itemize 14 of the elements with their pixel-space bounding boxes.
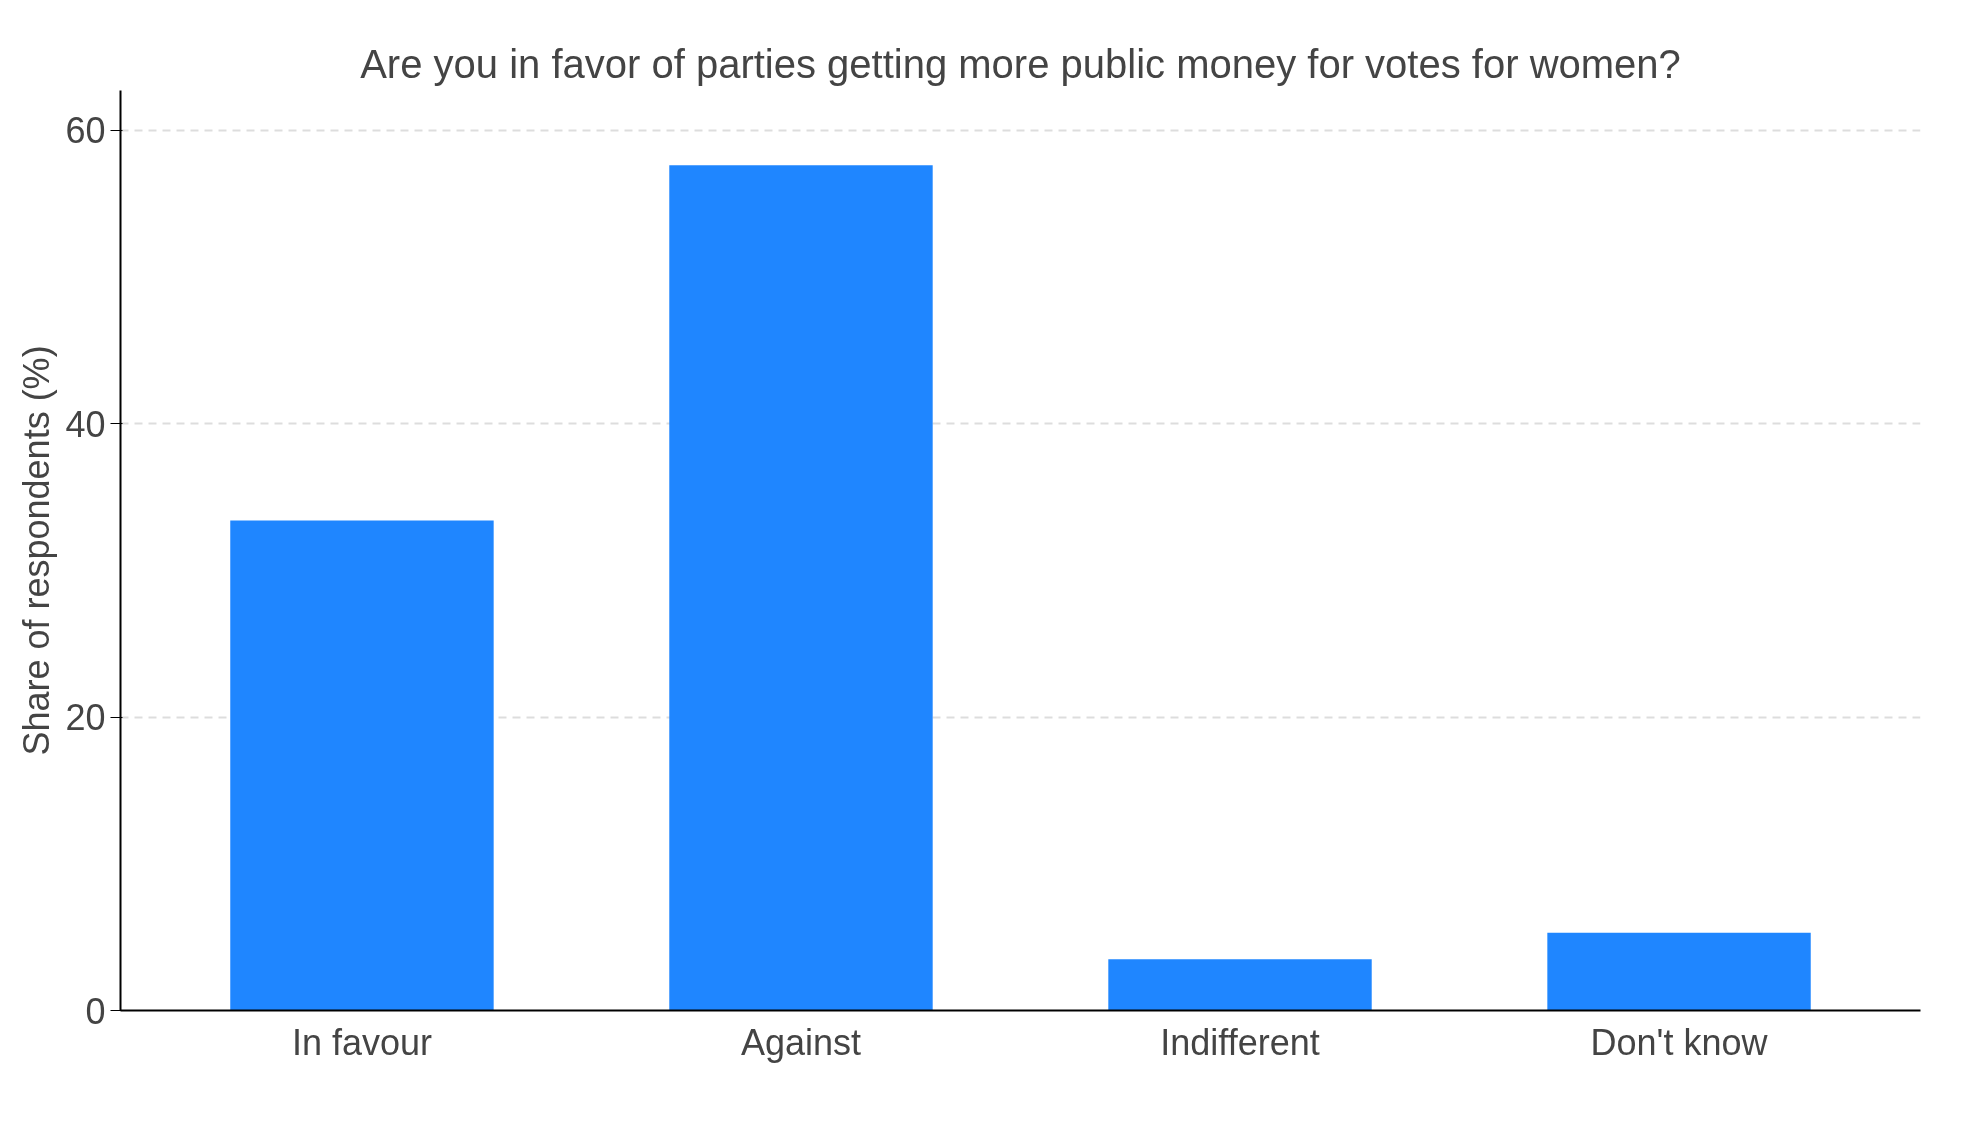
x-tick-label: Don't know — [1590, 1021, 1769, 1063]
y-tick-label: 60 — [65, 110, 106, 152]
bar — [230, 520, 494, 1011]
bar — [669, 165, 933, 1011]
y-tick-label: 0 — [85, 990, 106, 1032]
bar — [1547, 932, 1811, 1011]
y-tick-label: 40 — [65, 403, 106, 445]
chart-title: Are you in favor of parties getting more public money for votes for women? — [360, 41, 1681, 86]
bar — [1108, 959, 1372, 1011]
x-tick-label: Indifferent — [1160, 1021, 1320, 1063]
y-tick-label: 20 — [65, 697, 106, 739]
x-tick-label: In favour — [291, 1021, 433, 1063]
y-axis-title: Share of respondents (%) — [16, 345, 58, 756]
x-tick-label: Against — [740, 1021, 862, 1063]
